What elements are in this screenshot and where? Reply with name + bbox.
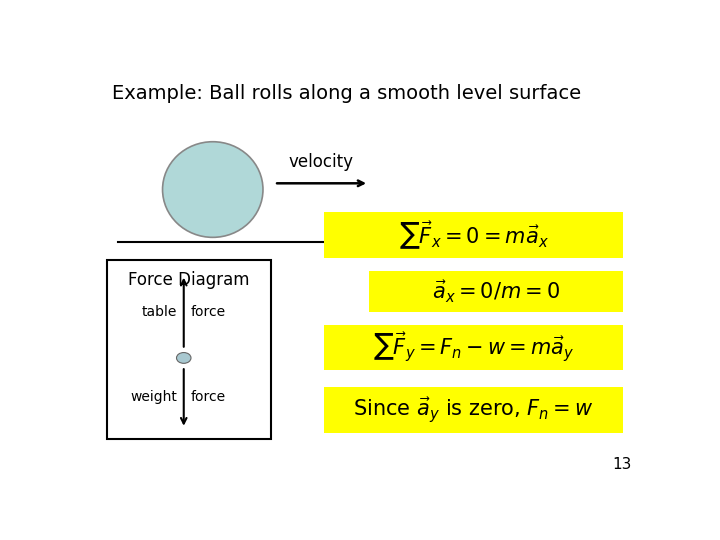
Ellipse shape bbox=[163, 141, 263, 238]
Text: table: table bbox=[142, 305, 177, 319]
Text: force: force bbox=[190, 305, 225, 319]
Bar bbox=[324, 325, 623, 370]
Text: Since $\vec{a}_{y}$ is zero, $F_{n} = w$: Since $\vec{a}_{y}$ is zero, $F_{n} = w$ bbox=[354, 395, 594, 425]
Text: Force Diagram: Force Diagram bbox=[128, 271, 250, 288]
Text: $\sum \vec{F}_{y} = F_{n} - w = m\vec{a}_{y}$: $\sum \vec{F}_{y} = F_{n} - w = m\vec{a}… bbox=[373, 330, 575, 365]
Bar bbox=[324, 212, 623, 258]
Text: 13: 13 bbox=[612, 457, 631, 472]
Text: force: force bbox=[190, 390, 225, 404]
Circle shape bbox=[176, 353, 191, 363]
Text: velocity: velocity bbox=[288, 153, 353, 171]
Text: weight: weight bbox=[130, 390, 177, 404]
Bar bbox=[369, 271, 623, 312]
Text: $\sum \vec{F}_{x} = 0 = m\vec{a}_{x}$: $\sum \vec{F}_{x} = 0 = m\vec{a}_{x}$ bbox=[399, 219, 549, 252]
Bar bbox=[107, 260, 271, 439]
Text: $\vec{a}_{x} = 0/m = 0$: $\vec{a}_{x} = 0/m = 0$ bbox=[432, 278, 560, 305]
Bar bbox=[324, 387, 623, 433]
Text: Example: Ball rolls along a smooth level surface: Example: Ball rolls along a smooth level… bbox=[112, 84, 582, 103]
